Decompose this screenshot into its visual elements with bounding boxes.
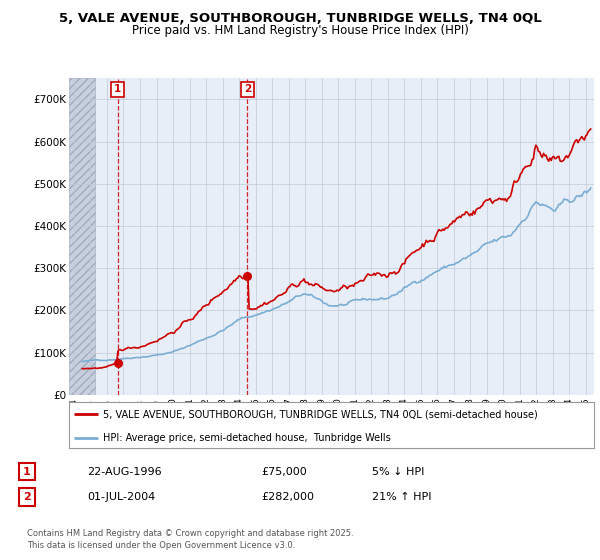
Text: £75,000: £75,000: [261, 466, 307, 477]
Text: 1: 1: [114, 85, 121, 95]
Text: HPI: Average price, semi-detached house,  Tunbridge Wells: HPI: Average price, semi-detached house,…: [103, 433, 391, 443]
Text: 01-JUL-2004: 01-JUL-2004: [87, 492, 155, 502]
Bar: [69, 78, 95, 395]
Text: Contains HM Land Registry data © Crown copyright and database right 2025.
This d: Contains HM Land Registry data © Crown c…: [27, 529, 353, 550]
Text: 22-AUG-1996: 22-AUG-1996: [87, 466, 161, 477]
Text: 5% ↓ HPI: 5% ↓ HPI: [372, 466, 424, 477]
Text: 1: 1: [23, 466, 31, 477]
Text: Price paid vs. HM Land Registry's House Price Index (HPI): Price paid vs. HM Land Registry's House …: [131, 24, 469, 37]
Text: £282,000: £282,000: [261, 492, 314, 502]
Text: 2: 2: [244, 85, 251, 95]
Text: 2: 2: [23, 492, 31, 502]
Text: 21% ↑ HPI: 21% ↑ HPI: [372, 492, 431, 502]
Text: 5, VALE AVENUE, SOUTHBOROUGH, TUNBRIDGE WELLS, TN4 0QL (semi-detached house): 5, VALE AVENUE, SOUTHBOROUGH, TUNBRIDGE …: [103, 409, 538, 419]
Text: 5, VALE AVENUE, SOUTHBOROUGH, TUNBRIDGE WELLS, TN4 0QL: 5, VALE AVENUE, SOUTHBOROUGH, TUNBRIDGE …: [59, 12, 541, 25]
